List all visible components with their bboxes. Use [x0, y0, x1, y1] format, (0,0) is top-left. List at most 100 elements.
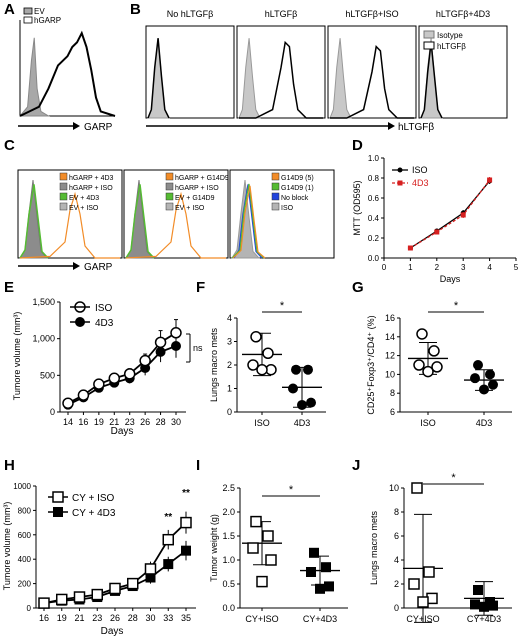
panel-h-xtick-label: 33: [163, 613, 173, 623]
panel-e-point: [170, 327, 182, 339]
panel-d-xtick-label: 1: [408, 263, 413, 272]
panel-g-ytick-label: 12: [385, 351, 395, 361]
panel-e-xtick-label: 16: [78, 417, 88, 427]
legend-swatch: [271, 192, 280, 201]
legend-label: hGARP + G14D9: [175, 175, 229, 182]
panel-c-hgarp-histogram: [19, 191, 120, 259]
legend-label: EV: [34, 7, 45, 16]
legend-swatch: [59, 192, 68, 201]
panel-e-xtick-label: 19: [94, 417, 104, 427]
panel-h-xtick-label: 16: [39, 613, 49, 623]
panel-g-point: [488, 379, 498, 390]
panel-i-point: [324, 581, 334, 592]
panel-e-ns-annotation: ns: [193, 343, 203, 353]
panel-h-ytick-label: 800: [18, 506, 32, 515]
panel-g-point: [431, 361, 443, 373]
legend-swatch: [423, 41, 435, 50]
panel-e-ytick-label: 500: [40, 370, 55, 380]
legend-label: EV + G14D9: [175, 195, 215, 202]
panel-e-point: [62, 397, 74, 409]
panel-e-ytick-label: 0: [50, 407, 55, 417]
panel-d-ytick-label: 0.8: [368, 174, 380, 183]
panel-f-xtick-label: ISO: [254, 418, 270, 428]
panel-h-point: [56, 593, 68, 606]
panel-c-ev-histogram: [125, 184, 155, 259]
panel-g-sig-star: *: [454, 300, 459, 312]
panel-h-ytick-label: 600: [18, 531, 32, 540]
panel-i-sig-star: *: [289, 484, 294, 496]
panel-g-ytick-label: 14: [385, 332, 395, 342]
panel-d-xtick-label: 0: [382, 263, 387, 272]
panel-c-hgarp-histogram: [125, 191, 226, 259]
panel-d-ytick-label: 0.6: [368, 194, 380, 203]
legend-label: CY + ISO: [72, 493, 115, 504]
panel-f-ylabel: Lungs macro mets: [209, 327, 219, 402]
panel-letter-b: B: [130, 1, 141, 18]
panel-b-axis-arrow-head: [388, 122, 395, 130]
panel-j-point: [488, 600, 498, 611]
panel-i-ytick-label: 2.0: [222, 507, 235, 517]
panel-d-point: [487, 177, 493, 183]
panel-h-sig-annotation: **: [182, 488, 190, 499]
panel-d-point: [407, 245, 413, 251]
panel-a-ev-histogram: [18, 37, 51, 117]
legend-marker: [53, 507, 63, 517]
panel-a-axis-arrow-head: [73, 122, 80, 130]
legend-swatch: [59, 172, 68, 181]
panel-d-ytick-label: 0.2: [368, 234, 380, 243]
panel-g-point: [470, 373, 480, 384]
panel-j-point: [473, 585, 483, 595]
panel-g-xtick-label: 4D3: [476, 418, 493, 428]
panel-j-point: [417, 596, 429, 608]
panel-j-ytick-label: 6: [394, 531, 399, 541]
panel-e-xtick-label: 28: [156, 417, 166, 427]
panel-c-ev-histogram: [19, 184, 49, 259]
panel-d-point: [460, 212, 466, 218]
panel-g-point: [422, 365, 434, 378]
panel-f-point: [250, 331, 262, 343]
panel-d-ytick-label: 0.4: [368, 214, 380, 223]
panel-letter-e: E: [4, 279, 14, 296]
legend-swatch: [23, 7, 33, 15]
panel-f-point: [297, 399, 307, 410]
legend-swatch: [165, 172, 174, 181]
panel-i-xtick-label: CY+ISO: [245, 614, 278, 624]
panel-f-ytick-label: 1: [227, 384, 232, 394]
legend-swatch: [59, 202, 68, 211]
panel-f-ytick-label: 3: [227, 337, 232, 347]
panel-h-xtick-label: 23: [92, 613, 102, 623]
panel-e-xtick-label: 30: [171, 417, 181, 427]
panel-i-point: [256, 575, 268, 588]
panel-c-axis-arrow-head: [73, 262, 80, 270]
panel-j-sig-star: *: [451, 472, 456, 484]
legend-label: 4D3: [95, 318, 114, 329]
panel-f-point: [291, 364, 301, 375]
panel-h-xlabel: Days: [101, 626, 124, 637]
panel-h-point: [145, 572, 156, 583]
panel-d-xtick-label: 4: [487, 263, 492, 272]
panel-e-xtick-label: 23: [125, 417, 135, 427]
panel-g-ylabel: CD25⁺Foxp3⁺/CD4⁺ (%): [366, 315, 376, 414]
panel-d-xtick-label: 2: [435, 263, 440, 272]
panel-f-point: [262, 347, 274, 359]
panel-j-ytick-label: 0: [394, 603, 399, 613]
panel-b-title: hLTGFβ: [265, 9, 298, 19]
panel-h-xtick-label: 35: [181, 613, 191, 623]
panel-c-xlabel: GARP: [84, 262, 113, 273]
legend-label: hGARP + ISO: [69, 185, 113, 192]
panel-h-sig-annotation: **: [164, 512, 172, 523]
legend-label: G14D9 (5): [281, 175, 314, 182]
panel-f-xtick-label: 4D3: [294, 418, 311, 428]
panel-letter-a: A: [4, 1, 15, 18]
panel-b-title: No hLTGFβ: [167, 9, 214, 19]
legend-swatch: [423, 30, 435, 39]
panel-h-point: [109, 582, 121, 595]
legend-label: hGARP + 4D3: [69, 175, 114, 182]
panel-h-ylabel: Tumore volume (mm³): [2, 502, 12, 591]
panel-i-point: [265, 554, 277, 566]
panel-e-xtick-label: 26: [140, 417, 150, 427]
panel-e-xtick-label: 14: [63, 417, 73, 427]
panel-h-ytick-label: 200: [18, 580, 32, 589]
legend-label: CY + 4D3: [72, 508, 116, 519]
legend-label: ISO: [412, 165, 428, 175]
